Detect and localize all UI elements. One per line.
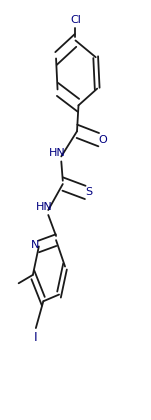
Text: HN: HN [35,202,52,212]
Text: I: I [33,331,37,344]
Text: S: S [85,187,93,197]
Text: O: O [98,135,107,144]
Text: N: N [31,240,39,250]
Text: HN: HN [48,148,65,158]
Text: Cl: Cl [70,15,81,24]
